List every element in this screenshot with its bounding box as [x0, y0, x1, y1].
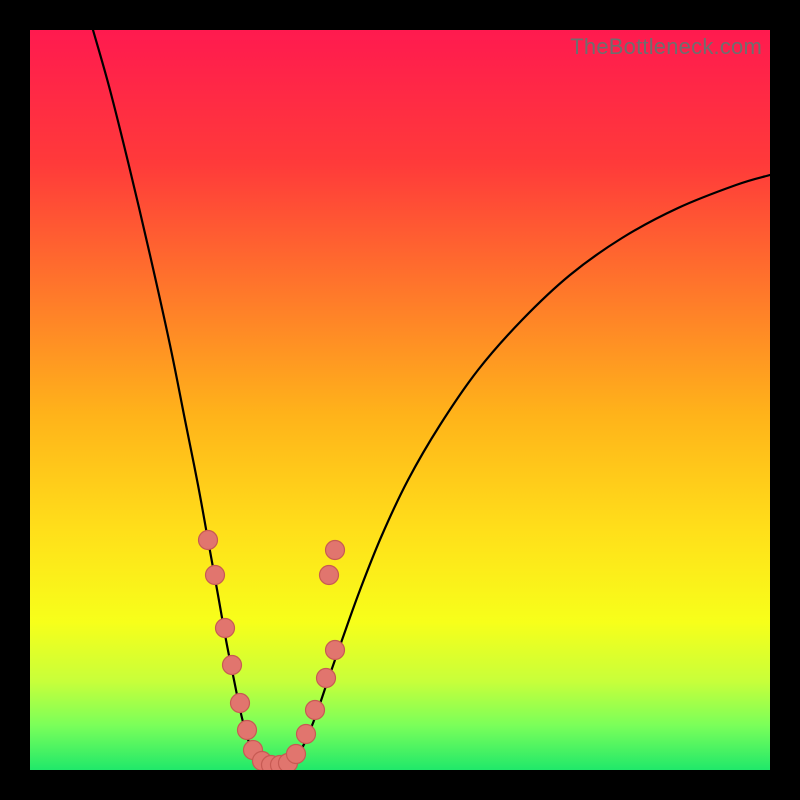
scatter-point	[297, 725, 316, 744]
scatter-point	[287, 745, 306, 764]
scatter-point	[199, 531, 218, 550]
curve-left-branch	[93, 30, 264, 763]
scatter-point	[223, 656, 242, 675]
chart-frame: TheBottleneck.com	[0, 0, 800, 800]
scatter-markers	[199, 531, 345, 771]
scatter-point	[326, 641, 345, 660]
plot-area: TheBottleneck.com	[30, 30, 770, 770]
curve-layer	[30, 30, 770, 770]
scatter-point	[216, 619, 235, 638]
scatter-point	[231, 694, 250, 713]
scatter-point	[306, 701, 325, 720]
curve-right-branch	[291, 175, 770, 763]
scatter-point	[206, 566, 225, 585]
scatter-point	[238, 721, 257, 740]
scatter-point	[317, 669, 336, 688]
scatter-point	[326, 541, 345, 560]
scatter-point	[320, 566, 339, 585]
